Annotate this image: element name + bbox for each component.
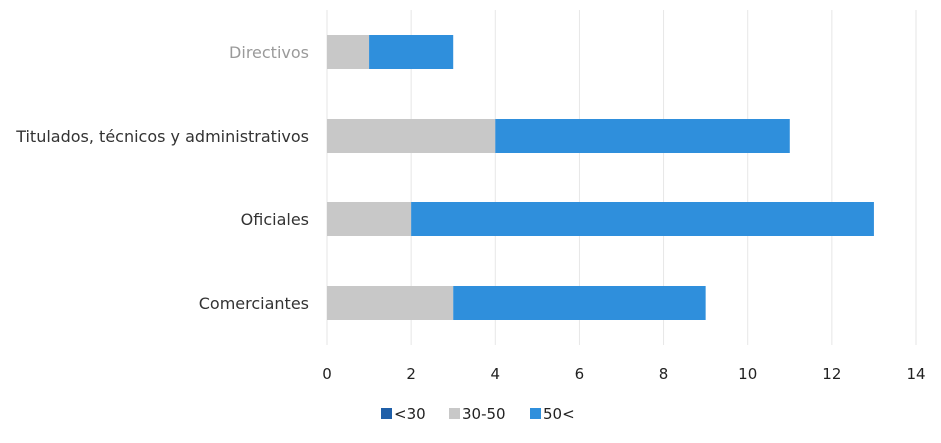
- bar-1-series-1: [327, 119, 496, 153]
- legend-label-2: 50<: [543, 405, 575, 423]
- bar-3-series-2: [453, 286, 706, 320]
- bars: [327, 35, 874, 320]
- x-tick-label-7: 14: [906, 365, 925, 383]
- legend-swatch-0: [381, 408, 392, 419]
- x-tick-label-5: 10: [738, 365, 757, 383]
- bar-2-series-1: [327, 202, 412, 236]
- bar-3-series-1: [327, 286, 454, 320]
- bar-2-series-2: [411, 202, 874, 236]
- x-tick-label-6: 12: [822, 365, 841, 383]
- category-label-0: Directivos: [229, 43, 309, 62]
- legend-label-0: <30: [394, 405, 426, 423]
- x-tick-label-2: 4: [491, 365, 501, 383]
- x-tick-label-4: 8: [659, 365, 669, 383]
- bar-0-series-1: [327, 35, 370, 69]
- bar-1-series-2: [495, 119, 790, 153]
- category-label-1: Titulados, técnicos y administrativos: [15, 127, 309, 146]
- x-tick-label-0: 0: [322, 365, 332, 383]
- category-label-3: Comerciantes: [199, 294, 309, 313]
- category-labels: Directivos Titulados, técnicos y administ…: [15, 43, 309, 313]
- category-label-2: Oficiales: [241, 210, 309, 229]
- legend-label-1: 30-50: [462, 405, 506, 423]
- legend-swatch-1: [449, 408, 460, 419]
- legend-swatch-2: [530, 408, 541, 419]
- x-tick-label-1: 2: [406, 365, 416, 383]
- legend: <30 30-50 50<: [381, 405, 575, 423]
- x-axis-ticks: 0 2 4 6 8 10 12 14: [322, 365, 925, 383]
- x-tick-label-3: 6: [575, 365, 585, 383]
- bar-0-series-2: [369, 35, 454, 69]
